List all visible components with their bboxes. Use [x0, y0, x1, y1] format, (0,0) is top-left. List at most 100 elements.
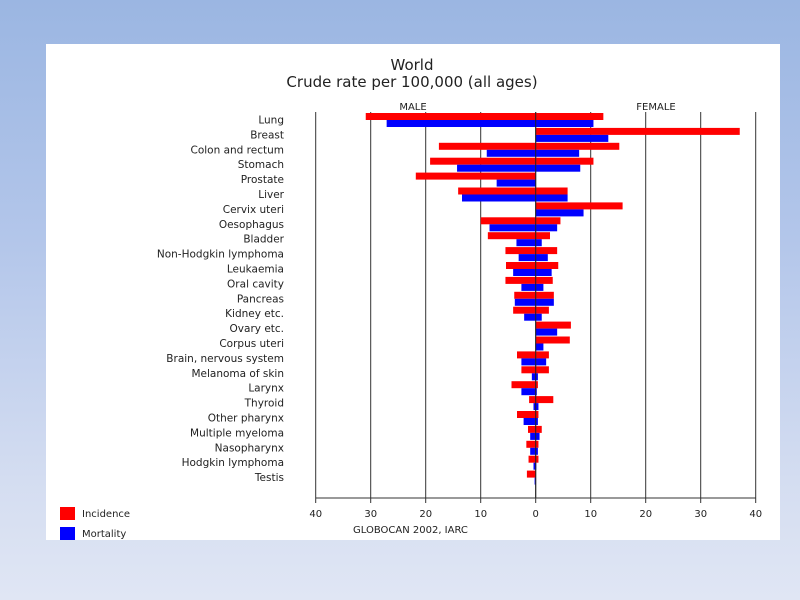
- category-label: Ovary etc.: [230, 323, 284, 335]
- female-mortality-bar: [535, 194, 568, 202]
- pyramid-chart: World Crude rate per 100,000 (all ages) …: [60, 56, 762, 540]
- legend-label-mortality: Mortality: [82, 529, 126, 540]
- male-incidence-bar: [506, 262, 536, 269]
- female-incidence-bar: [535, 276, 553, 284]
- female-incidence-bar: [535, 202, 623, 210]
- male-mortality-bar: [486, 149, 536, 157]
- female-mortality-bar: [535, 313, 542, 321]
- male-mortality-bar: [462, 194, 536, 202]
- male-mortality-bar: [513, 269, 536, 276]
- male-incidence-bar: [517, 411, 536, 418]
- female-mortality-bar: [535, 120, 594, 127]
- female-mortality-bar: [535, 209, 584, 217]
- category-label: Liver: [258, 189, 284, 201]
- category-label: Multiple myeloma: [190, 427, 284, 439]
- category-label: Oesophagus: [219, 219, 284, 231]
- female-incidence-bar: [535, 142, 620, 150]
- male-incidence-bar: [505, 247, 536, 255]
- x-axis: 40 30 20 10 0 10 20 30 40: [309, 497, 762, 520]
- female-mortality-bar: [535, 432, 540, 440]
- male-incidence-bar: [529, 396, 536, 404]
- category-label: Larynx: [248, 383, 284, 395]
- female-mortality-bar: [535, 283, 544, 291]
- male-mortality-bar: [521, 388, 536, 396]
- male-incidence-bar: [521, 366, 536, 374]
- chart-title: World: [391, 56, 434, 74]
- legend: Incidence Mortality: [60, 507, 130, 540]
- female-incidence-bar: [535, 113, 604, 120]
- female-mortality-bar: [535, 328, 558, 336]
- male-header: MALE: [399, 102, 426, 113]
- male-mortality-bar: [516, 239, 536, 247]
- category-label: Hodgkin lymphoma: [182, 457, 284, 469]
- female-incidence-bar: [535, 455, 539, 463]
- slide-panel: World Crude rate per 100,000 (all ages) …: [46, 44, 780, 540]
- male-mortality-bar: [530, 447, 536, 455]
- category-label: Thyroid: [244, 398, 284, 410]
- male-mortality-bar: [530, 432, 536, 440]
- male-mortality-bar: [521, 358, 536, 366]
- male-mortality-bar: [531, 373, 536, 381]
- male-incidence-bar: [365, 113, 536, 120]
- x-tick-label: 20: [639, 509, 652, 520]
- male-incidence-bar: [513, 306, 536, 314]
- x-tick-label: 10: [584, 509, 597, 520]
- female-mortality-bar: [535, 388, 537, 396]
- male-mortality-bar: [521, 283, 536, 291]
- female-incidence-bar: [535, 336, 570, 344]
- category-label: Oral cavity: [227, 278, 284, 290]
- female-incidence-bar: [535, 440, 539, 448]
- male-mortality-bar: [489, 224, 536, 232]
- source-note: GLOBOCAN 2002, IARC: [353, 525, 468, 536]
- male-mortality-bar: [533, 462, 536, 470]
- x-tick-label: 40: [749, 509, 762, 520]
- legend-swatch-mortality: [60, 527, 75, 540]
- female-mortality-bar: [535, 224, 558, 232]
- female-incidence-bar: [535, 247, 558, 255]
- male-mortality-bar: [386, 120, 536, 127]
- female-incidence-bar: [535, 351, 549, 359]
- x-tick-label: 40: [309, 509, 322, 520]
- female-mortality-bar: [535, 447, 538, 455]
- male-incidence-bar: [480, 217, 536, 225]
- x-tick-label: 0: [533, 509, 539, 520]
- category-label: Non-Hodgkin lymphoma: [157, 249, 284, 261]
- male-mortality-bar: [496, 179, 536, 187]
- female-incidence-bar: [535, 127, 740, 135]
- category-label: Bladder: [243, 234, 284, 246]
- category-label: Colon and rectum: [190, 144, 284, 156]
- male-mortality-bar: [524, 313, 536, 321]
- female-incidence-bar: [535, 157, 594, 165]
- category-label: Kidney etc.: [225, 308, 284, 320]
- male-incidence-bar: [514, 291, 536, 299]
- male-mortality-bar: [514, 298, 536, 306]
- female-mortality-bar: [535, 358, 547, 366]
- male-incidence-bar: [487, 232, 536, 240]
- category-label: Testis: [254, 472, 284, 484]
- female-mortality-bar: [535, 239, 542, 247]
- male-mortality-bar: [523, 418, 536, 425]
- female-mortality-bar: [535, 298, 554, 306]
- chart-subtitle: Crude rate per 100,000 (all ages): [286, 73, 537, 91]
- female-mortality-bar: [535, 164, 581, 172]
- male-incidence-bar: [415, 172, 536, 180]
- male-incidence-bar: [526, 470, 536, 478]
- female-incidence-bar: [535, 306, 549, 314]
- bars: [365, 112, 740, 498]
- category-label: Prostate: [241, 174, 284, 186]
- male-mortality-bar: [457, 164, 536, 172]
- category-label: Other pharynx: [208, 413, 284, 425]
- category-label: Brain, nervous system: [166, 353, 284, 365]
- female-incidence-bar: [535, 291, 554, 299]
- female-incidence-bar: [535, 396, 554, 404]
- female-incidence-bar: [535, 321, 571, 329]
- male-incidence-bar: [517, 351, 536, 359]
- legend-label-incidence: Incidence: [82, 509, 130, 520]
- x-tick-label: 30: [694, 509, 707, 520]
- category-label: Nasopharynx: [215, 442, 284, 454]
- male-incidence-bar: [458, 187, 536, 195]
- category-label: Lung: [258, 115, 284, 127]
- female-mortality-bar: [535, 343, 544, 351]
- female-mortality-bar: [535, 373, 538, 381]
- female-mortality-bar: [535, 134, 609, 142]
